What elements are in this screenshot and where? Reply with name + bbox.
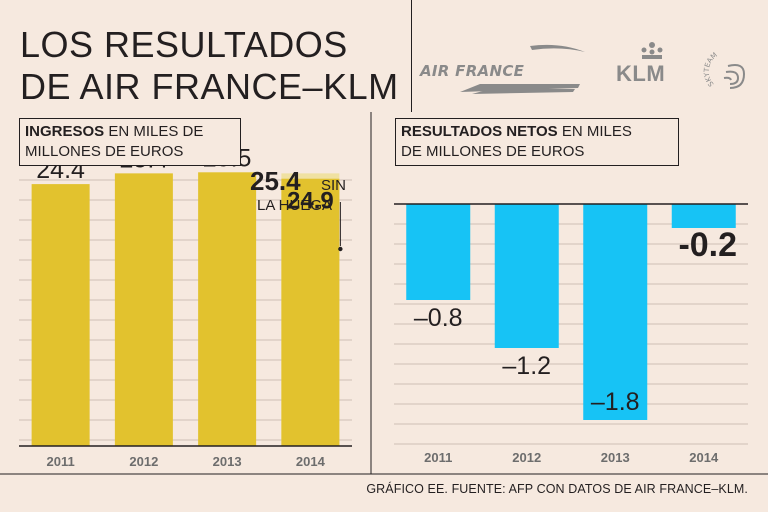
skyteam-logo: SKYTEAM (700, 44, 756, 100)
net-label-rest: EN MILES (557, 123, 632, 140)
air-france-logo: AIR FRANCE (420, 38, 585, 94)
revenue-bar-2011 (31, 184, 90, 446)
klm-crown-icon (641, 42, 663, 59)
page-title: LOS RESULTADOS DE AIR FRANCE–KLM (20, 24, 400, 108)
net-label-bold: RESULTADOS NETOS (401, 123, 558, 140)
annotation-dot (338, 246, 343, 252)
net-value-label-2011: –0.8 (414, 304, 463, 332)
revenue-label-line2: MILLONES DE EUROS (25, 143, 184, 160)
revenue-value-label-2014: 24.9 (287, 188, 334, 215)
net-value-label-2014: -0.2 (678, 226, 737, 264)
annotation-text-2: LA HUEGA (257, 197, 332, 214)
net-bar-2012 (494, 204, 559, 348)
net-value-label-2012: –1.2 (502, 352, 551, 380)
air-france-logo-swoosh (460, 44, 585, 94)
title-line-1: LOS RESULTADOS (20, 24, 348, 65)
net-value-label-2013: –1.8 (591, 388, 640, 416)
revenue-x-tick-2013: 2013 (213, 454, 242, 469)
revenue-bar-2013 (198, 172, 257, 446)
net-x-tick-2012: 2012 (512, 450, 541, 465)
revenue-label-rest: EN MILES DE (104, 123, 204, 140)
net-x-tick-2014: 2014 (689, 450, 719, 465)
title-line-2: DE AIR FRANCE–KLM (20, 66, 399, 107)
revenue-label-bold: INGRESOS (25, 123, 105, 140)
net-results-chart-label: RESULTADOS NETOS EN MILES DE MILLONES DE… (395, 118, 679, 166)
skyteam-swirl-icon (723, 64, 746, 89)
source-footer: GRÁFICO EE. FUENTE: AFP CON DATOS DE AIR… (366, 482, 748, 496)
revenue-x-tick-2011: 2011 (47, 454, 75, 469)
air-france-logo-text: AIR FRANCE (420, 62, 525, 80)
net-label-line2: DE MILLONES DE EUROS (401, 143, 585, 160)
net-bar-2014 (671, 204, 736, 228)
klm-logo: KLM (612, 40, 692, 88)
annotation-text-1: SIN (321, 177, 346, 194)
revenue-x-tick-2014: 2014 (296, 454, 326, 469)
annotation-value: 25.4 (250, 166, 301, 196)
net-bar-2011 (406, 204, 471, 300)
net-x-tick-2011: 2011 (424, 450, 452, 465)
header-divider (411, 0, 412, 112)
revenue-bar-2014 (281, 178, 340, 447)
net-x-tick-2013: 2013 (601, 450, 630, 465)
klm-logo-text: KLM (616, 61, 666, 86)
net-bar-2013 (583, 204, 648, 420)
revenue-bar-2012 (114, 173, 173, 446)
revenue-chart-label: INGRESOS EN MILES DE MILLONES DE EUROS (19, 118, 241, 166)
revenue-x-tick-2012: 2012 (129, 454, 158, 469)
